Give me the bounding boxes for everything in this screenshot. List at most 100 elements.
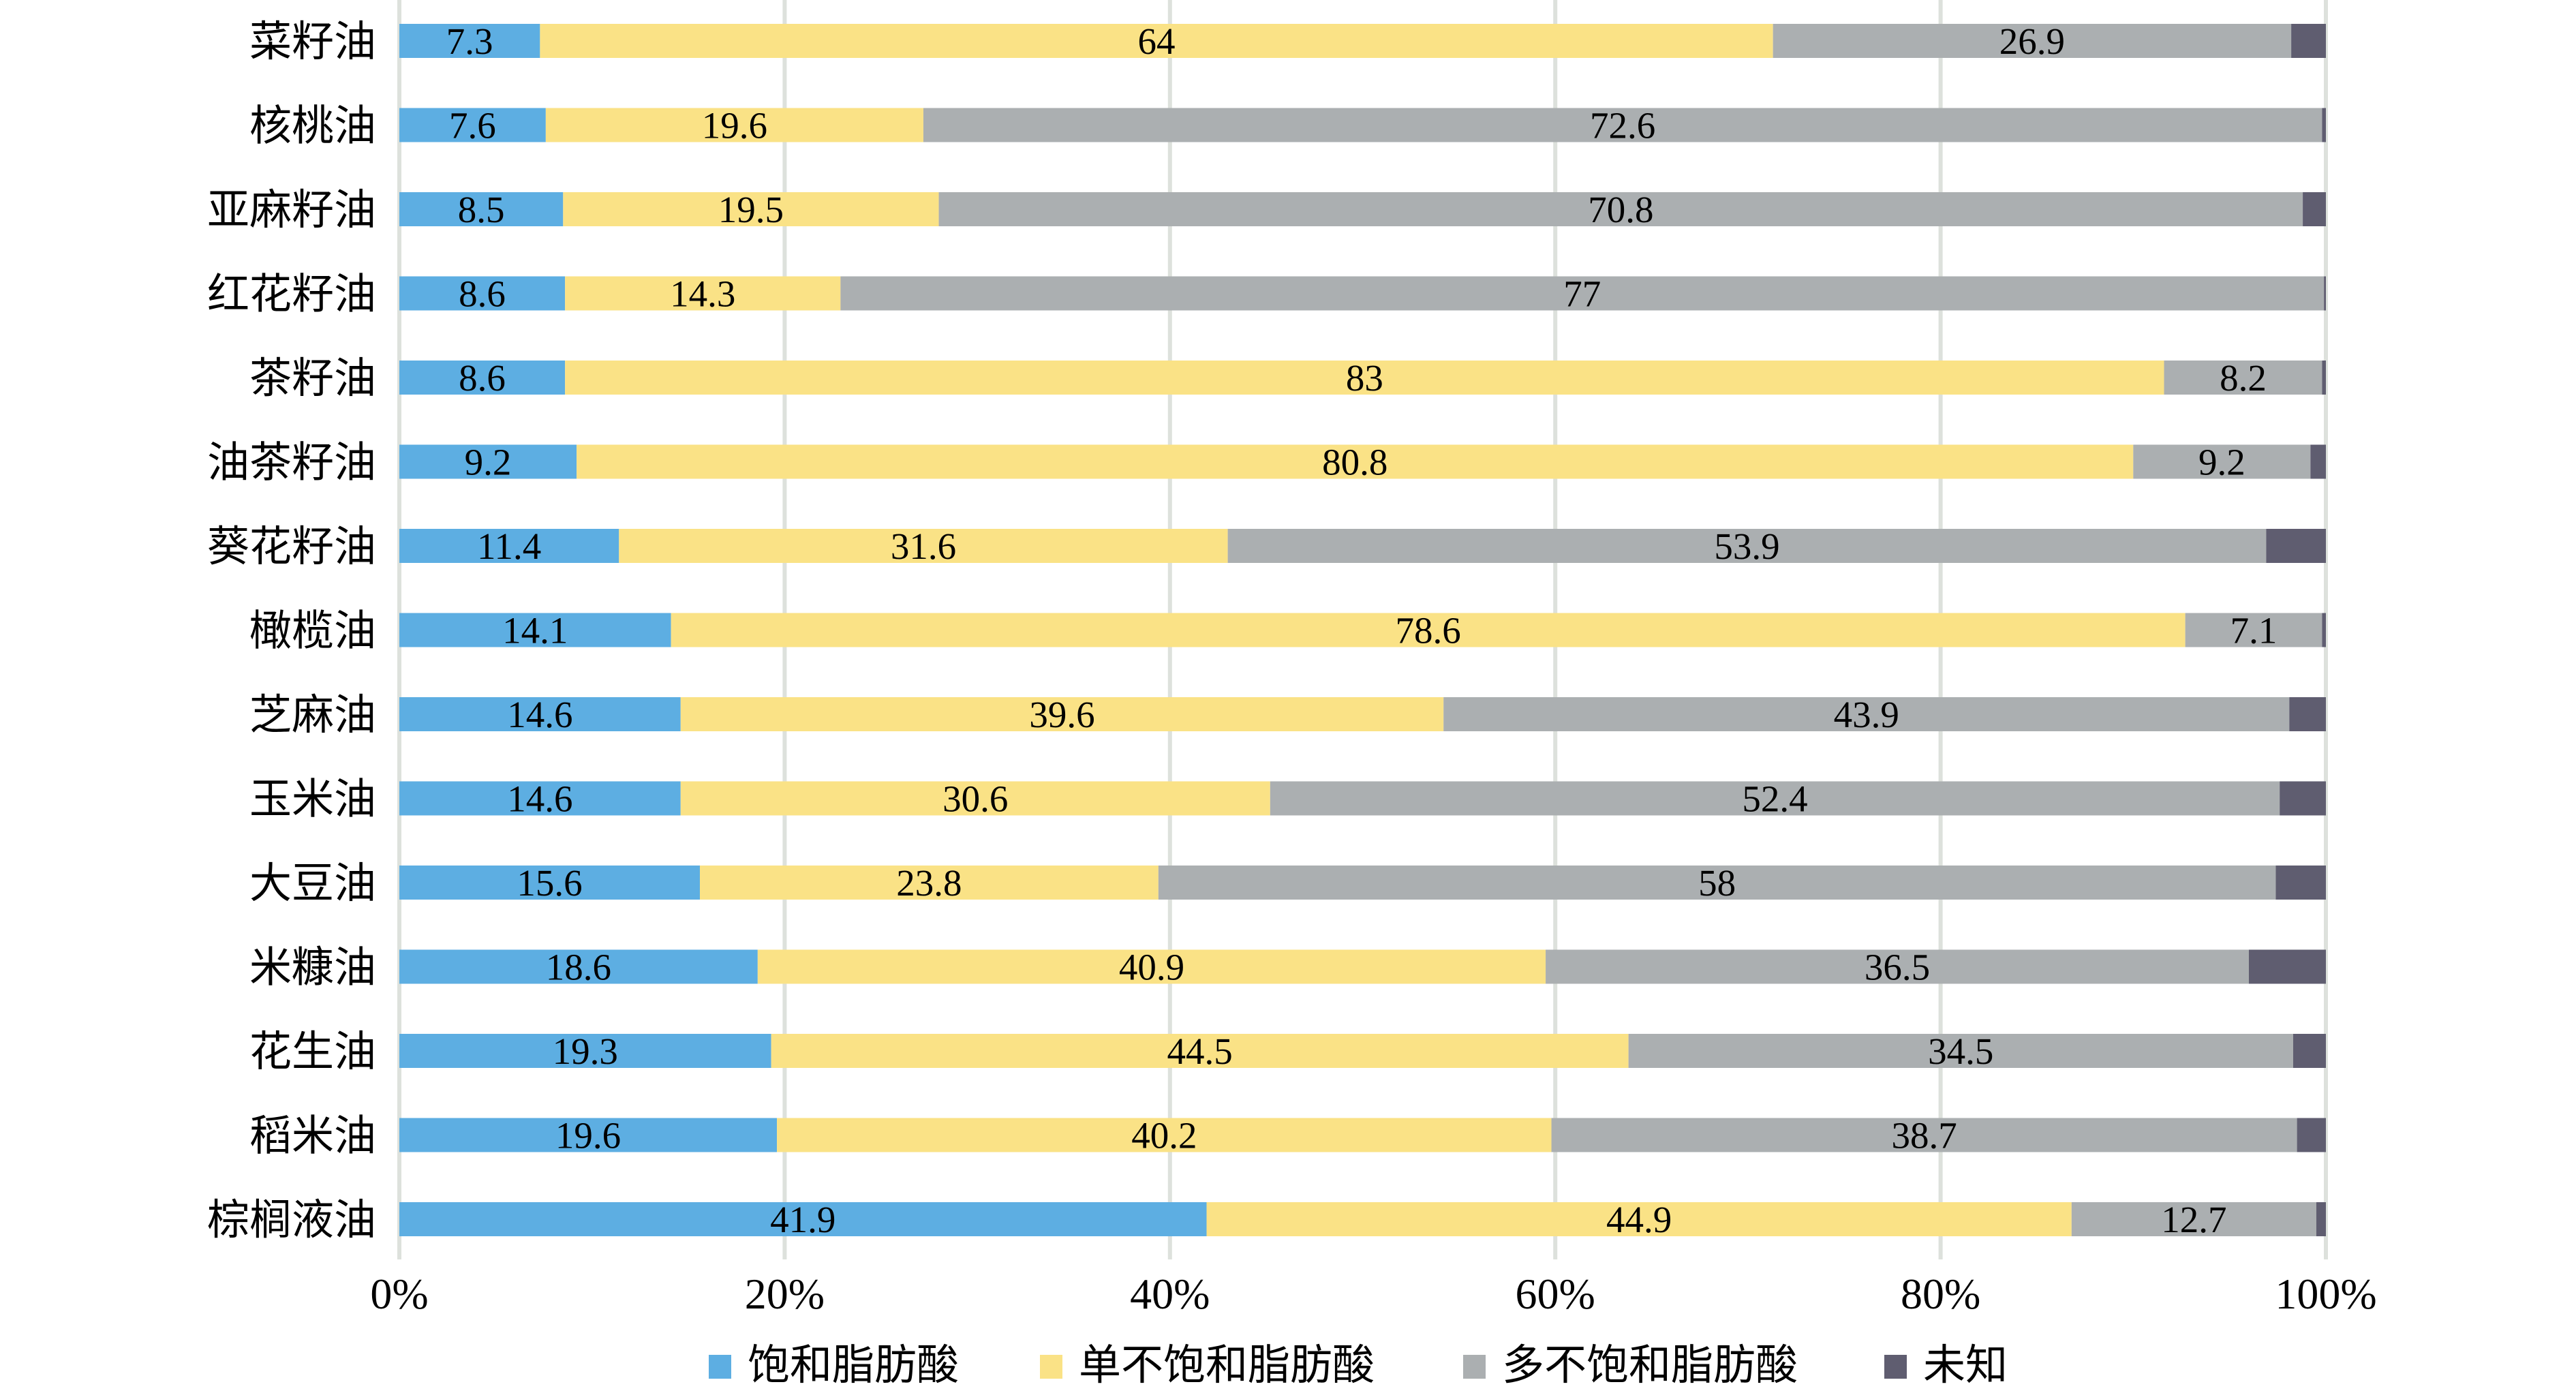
data-label: 14.3 [670, 273, 735, 315]
data-label: 23.8 [896, 862, 962, 904]
legend-label: 饱和脂肪酸 [748, 1343, 959, 1389]
x-tick-label: 40% [1130, 1270, 1210, 1318]
data-label: 8.6 [459, 357, 506, 399]
data-label: 43.9 [1834, 694, 1899, 735]
bar-segment [565, 276, 841, 311]
x-tick-label: 20% [745, 1270, 825, 1318]
data-label: 7.6 [449, 105, 496, 147]
data-label: 30.6 [942, 778, 1008, 820]
bar-segment [2164, 361, 2322, 395]
bar-segment [2275, 866, 2326, 900]
bar-segment [2133, 444, 2311, 479]
bar-segment [399, 276, 566, 311]
bar-segment [2297, 1118, 2326, 1152]
bar-segment [777, 1118, 1552, 1152]
data-label: 9.2 [2198, 442, 2245, 483]
bar-segment [619, 529, 1228, 563]
bar-segment [399, 697, 681, 731]
bar-segment [2289, 697, 2326, 731]
x-tick-label: 80% [1901, 1270, 1980, 1318]
x-tick-label: 100% [2275, 1270, 2376, 1318]
category-label: 茶籽油 [249, 356, 376, 402]
legend-label: 多不饱和脂肪酸 [1502, 1343, 1798, 1389]
legend-item: 饱和脂肪酸 [709, 1343, 959, 1389]
category-label: 核桃油 [249, 104, 376, 150]
bar-segment [2322, 108, 2326, 142]
bar-segment [938, 192, 2303, 226]
legend-label: 未知 [1923, 1343, 2008, 1389]
bar-segment [671, 613, 2186, 647]
bar-segment [2185, 613, 2322, 647]
category-label: 葵花籽油 [207, 524, 376, 570]
bar-segment [399, 361, 566, 395]
data-label: 52.4 [1742, 778, 1807, 820]
category-label: 玉米油 [249, 777, 376, 823]
bar-segment [399, 192, 564, 226]
bar-segment [399, 1118, 778, 1152]
legend: 饱和脂肪酸 单不饱和脂肪酸 多不饱和脂肪酸 未知 [709, 1343, 2008, 1389]
data-label: 14.6 [507, 778, 572, 820]
category-label: 红花籽油 [207, 272, 376, 318]
data-label: 58 [1698, 862, 1736, 904]
data-label: 14.6 [507, 694, 572, 735]
bar-segment [399, 1034, 771, 1068]
bar-row: 8.6 14.3 77 [399, 273, 2326, 315]
bar-segment [680, 697, 1444, 731]
data-label: 80.8 [1322, 442, 1387, 483]
data-label: 77 [1563, 273, 1601, 315]
data-label: 19.3 [553, 1030, 618, 1072]
data-label: 8.2 [2220, 357, 2267, 399]
category-label: 菜籽油 [249, 19, 376, 65]
data-label: 19.5 [718, 189, 784, 230]
data-label: 53.9 [1714, 525, 1779, 567]
bar-segment [700, 866, 1159, 900]
data-label: 78.6 [1395, 610, 1460, 652]
category-axis: 菜籽油核桃油亚麻籽油红花籽油茶籽油油茶籽油葵花籽油橄榄油芝麻油玉米油大豆油米糠油… [207, 19, 376, 1244]
bar-segment [2248, 949, 2326, 984]
category-label: 芝麻油 [249, 692, 376, 739]
bar-segment [2322, 613, 2326, 647]
category-label: 米糠油 [249, 945, 376, 992]
bar-segment [2322, 361, 2326, 395]
bar-segment [757, 949, 1546, 984]
legend-label: 单不饱和脂肪酸 [1079, 1343, 1375, 1389]
data-label: 83 [1346, 357, 1383, 399]
data-label: 26.9 [1999, 20, 2065, 62]
bar-segment [1270, 781, 2280, 816]
data-label: 38.7 [1891, 1115, 1957, 1157]
data-label: 34.5 [1928, 1030, 1993, 1072]
bar-segment [399, 949, 758, 984]
bar-segment [399, 444, 577, 479]
category-label: 亚麻籽油 [207, 187, 376, 234]
data-label: 64 [1138, 20, 1176, 62]
data-label: 15.6 [517, 862, 582, 904]
bar-segment [399, 529, 619, 563]
bar-segment [399, 1202, 1207, 1236]
bar-segment [2324, 276, 2326, 311]
legend-swatch [1040, 1355, 1062, 1379]
category-label: 花生油 [249, 1029, 376, 1075]
bar-segment [2303, 192, 2326, 226]
bar-segment [2291, 24, 2326, 58]
bar-segment [399, 613, 671, 647]
data-label: 11.4 [477, 525, 541, 567]
legend-swatch [1884, 1355, 1907, 1379]
bar-segment [840, 276, 2325, 311]
data-label: 8.6 [459, 273, 506, 315]
bar-segment [399, 866, 701, 900]
category-label: 橄榄油 [249, 609, 376, 655]
data-label: 44.9 [1606, 1199, 1672, 1240]
data-label: 7.1 [2230, 610, 2278, 652]
bar-segment [1773, 24, 2292, 58]
bar-row: 14.6 39.6 43.9 [399, 694, 2326, 735]
bar-segment [1628, 1034, 2293, 1068]
bar-segment [2071, 1202, 2316, 1236]
legend-swatch [709, 1355, 731, 1379]
bar-segment [563, 192, 939, 226]
bar-row: 7.6 19.6 72.6 [399, 105, 2326, 147]
bar-row: 8.5 19.5 70.8 [399, 189, 2326, 230]
bar-row: 19.3 44.5 34.5 [399, 1030, 2326, 1072]
bar-segment [540, 24, 1773, 58]
bar-segment [2310, 444, 2326, 479]
